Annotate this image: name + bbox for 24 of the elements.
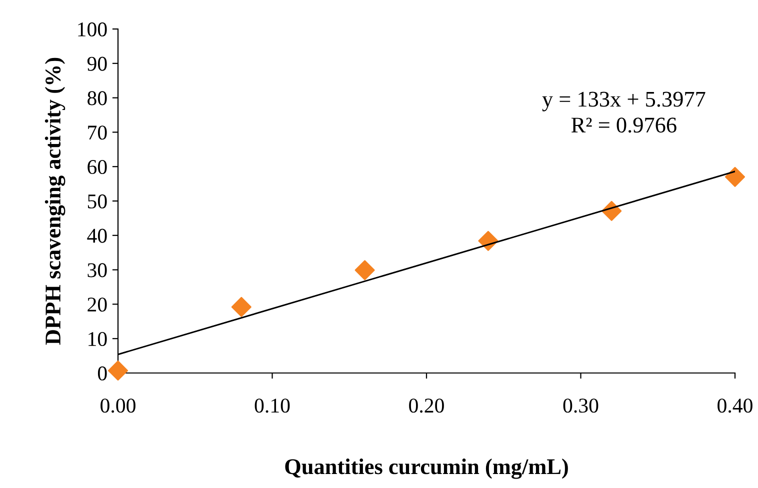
x-tick-label: 0.20: [409, 398, 444, 413]
y-tick-label: 60: [88, 160, 107, 174]
y-axis-title: DPPH scavenging activity (%): [44, 58, 66, 345]
point: [231, 296, 252, 317]
y-tick-label: 40: [87, 228, 107, 243]
x-tick-label: 0.30: [563, 398, 598, 413]
point: [724, 166, 746, 187]
y-tick-label: 70: [88, 126, 107, 140]
y-tick-label: 90: [87, 56, 107, 71]
annotation: R² = 0.9766: [571, 118, 676, 133]
x-axis-title: Quantities curcumin (mg/mL): [285, 458, 568, 479]
x-tick-label: 0.00: [100, 398, 136, 413]
annotation: y = 133x + 5.3977: [542, 92, 706, 112]
x-tick-label: 0.10: [254, 398, 290, 413]
y-tick-label: 20: [88, 298, 107, 312]
y-tick-label: 0: [98, 366, 107, 380]
point: [354, 260, 375, 280]
y-tick-label: 50: [88, 194, 107, 208]
y-tick-label: 80: [88, 91, 107, 106]
y-tick-label: 30: [88, 263, 107, 278]
y-tick-label: 10: [88, 332, 107, 346]
x-tick-label: 0.40: [718, 398, 752, 413]
point: [108, 360, 128, 381]
y-tick-label: 100: [78, 22, 107, 36]
